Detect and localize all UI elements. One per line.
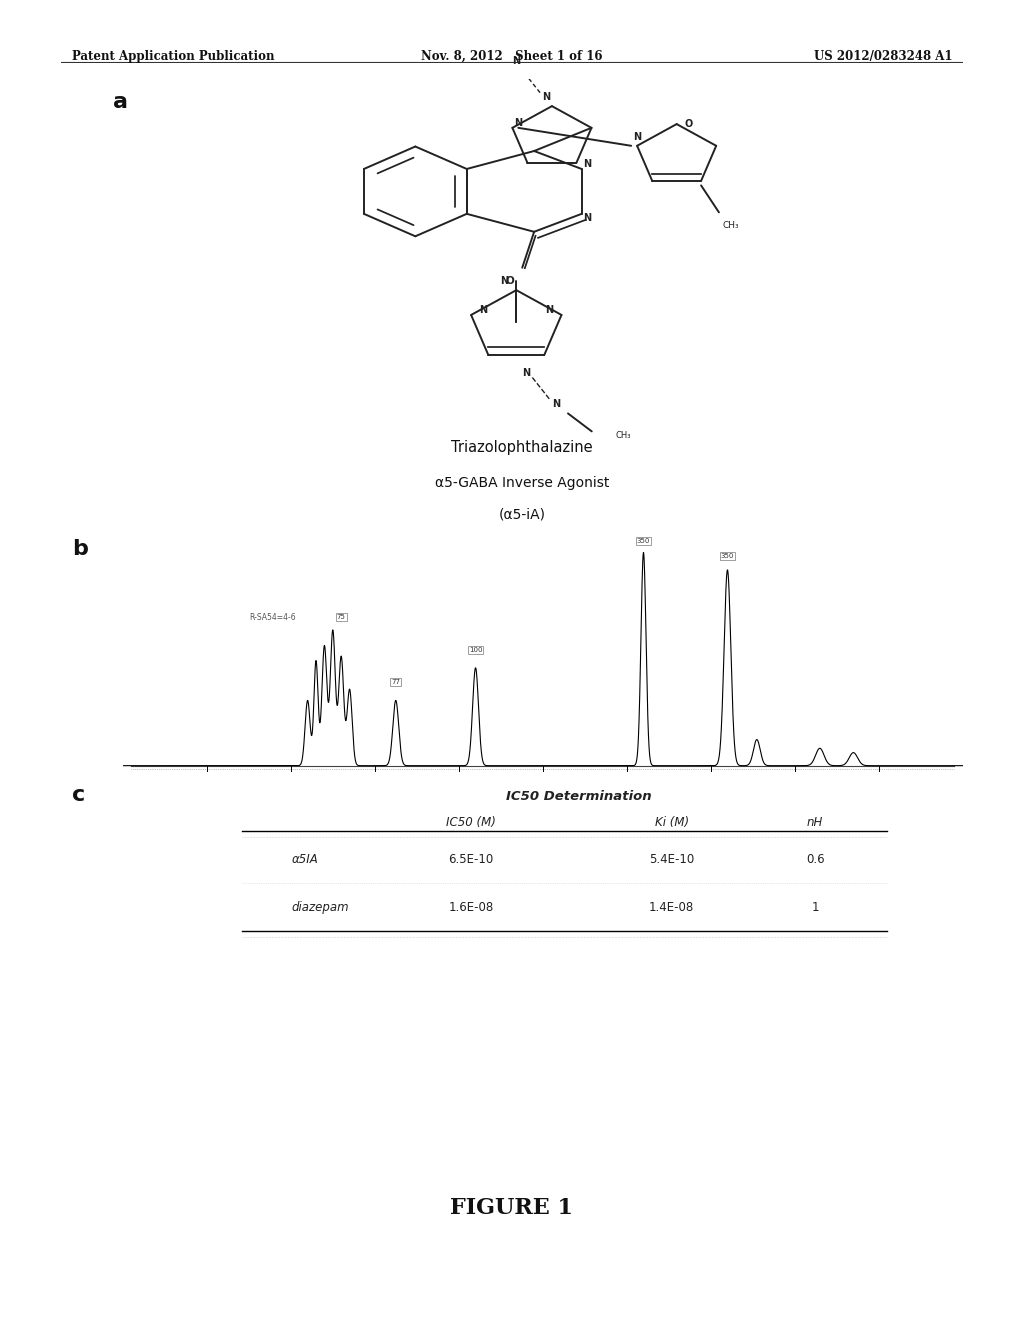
Text: N: N — [542, 92, 550, 102]
Text: b: b — [72, 539, 88, 558]
Text: US 2012/0283248 A1: US 2012/0283248 A1 — [814, 50, 952, 63]
Text: Nov. 8, 2012   Sheet 1 of 16: Nov. 8, 2012 Sheet 1 of 16 — [421, 50, 603, 63]
Text: 100: 100 — [469, 647, 482, 652]
Text: N: N — [522, 368, 530, 378]
Text: O: O — [506, 276, 515, 286]
Text: N: N — [479, 305, 487, 315]
Text: 75: 75 — [337, 614, 346, 620]
Text: N: N — [512, 57, 520, 66]
Text: 5.4E-10: 5.4E-10 — [649, 853, 694, 866]
Text: 1: 1 — [811, 900, 819, 913]
Text: 0.6: 0.6 — [806, 853, 824, 866]
Text: CH₃: CH₃ — [615, 432, 631, 441]
Text: α5-GABA Inverse Agonist: α5-GABA Inverse Agonist — [435, 477, 609, 490]
Text: Triazolophthalazine: Triazolophthalazine — [452, 440, 593, 454]
Text: N: N — [514, 119, 522, 128]
Text: FIGURE 1: FIGURE 1 — [451, 1197, 573, 1218]
Text: 6.5E-10: 6.5E-10 — [449, 853, 494, 866]
Text: R-SA54=4-6: R-SA54=4-6 — [249, 614, 296, 622]
Text: (α5-iA): (α5-iA) — [499, 507, 546, 521]
Text: IC50 (M): IC50 (M) — [446, 816, 496, 829]
Text: nH: nH — [807, 816, 823, 829]
Text: N: N — [501, 276, 509, 286]
Text: diazepam: diazepam — [292, 900, 349, 913]
Text: N: N — [584, 214, 592, 223]
Text: α5IA: α5IA — [292, 853, 318, 866]
Text: 1.6E-08: 1.6E-08 — [449, 900, 494, 913]
Text: N: N — [633, 132, 641, 141]
Text: 77: 77 — [391, 680, 400, 685]
Text: a: a — [113, 92, 128, 112]
Text: N: N — [546, 305, 554, 315]
Text: Patent Application Publication: Patent Application Publication — [72, 50, 274, 63]
Text: c: c — [72, 785, 85, 805]
Text: IC50 Determination: IC50 Determination — [506, 789, 651, 803]
Text: 350: 350 — [721, 553, 734, 558]
Text: 350: 350 — [637, 537, 650, 544]
Text: N: N — [552, 400, 560, 409]
Text: O: O — [684, 119, 692, 129]
Text: 1.4E-08: 1.4E-08 — [649, 900, 694, 913]
Text: Ki (M): Ki (M) — [654, 816, 689, 829]
Text: CH₃: CH₃ — [723, 222, 739, 230]
Text: N: N — [584, 160, 592, 169]
